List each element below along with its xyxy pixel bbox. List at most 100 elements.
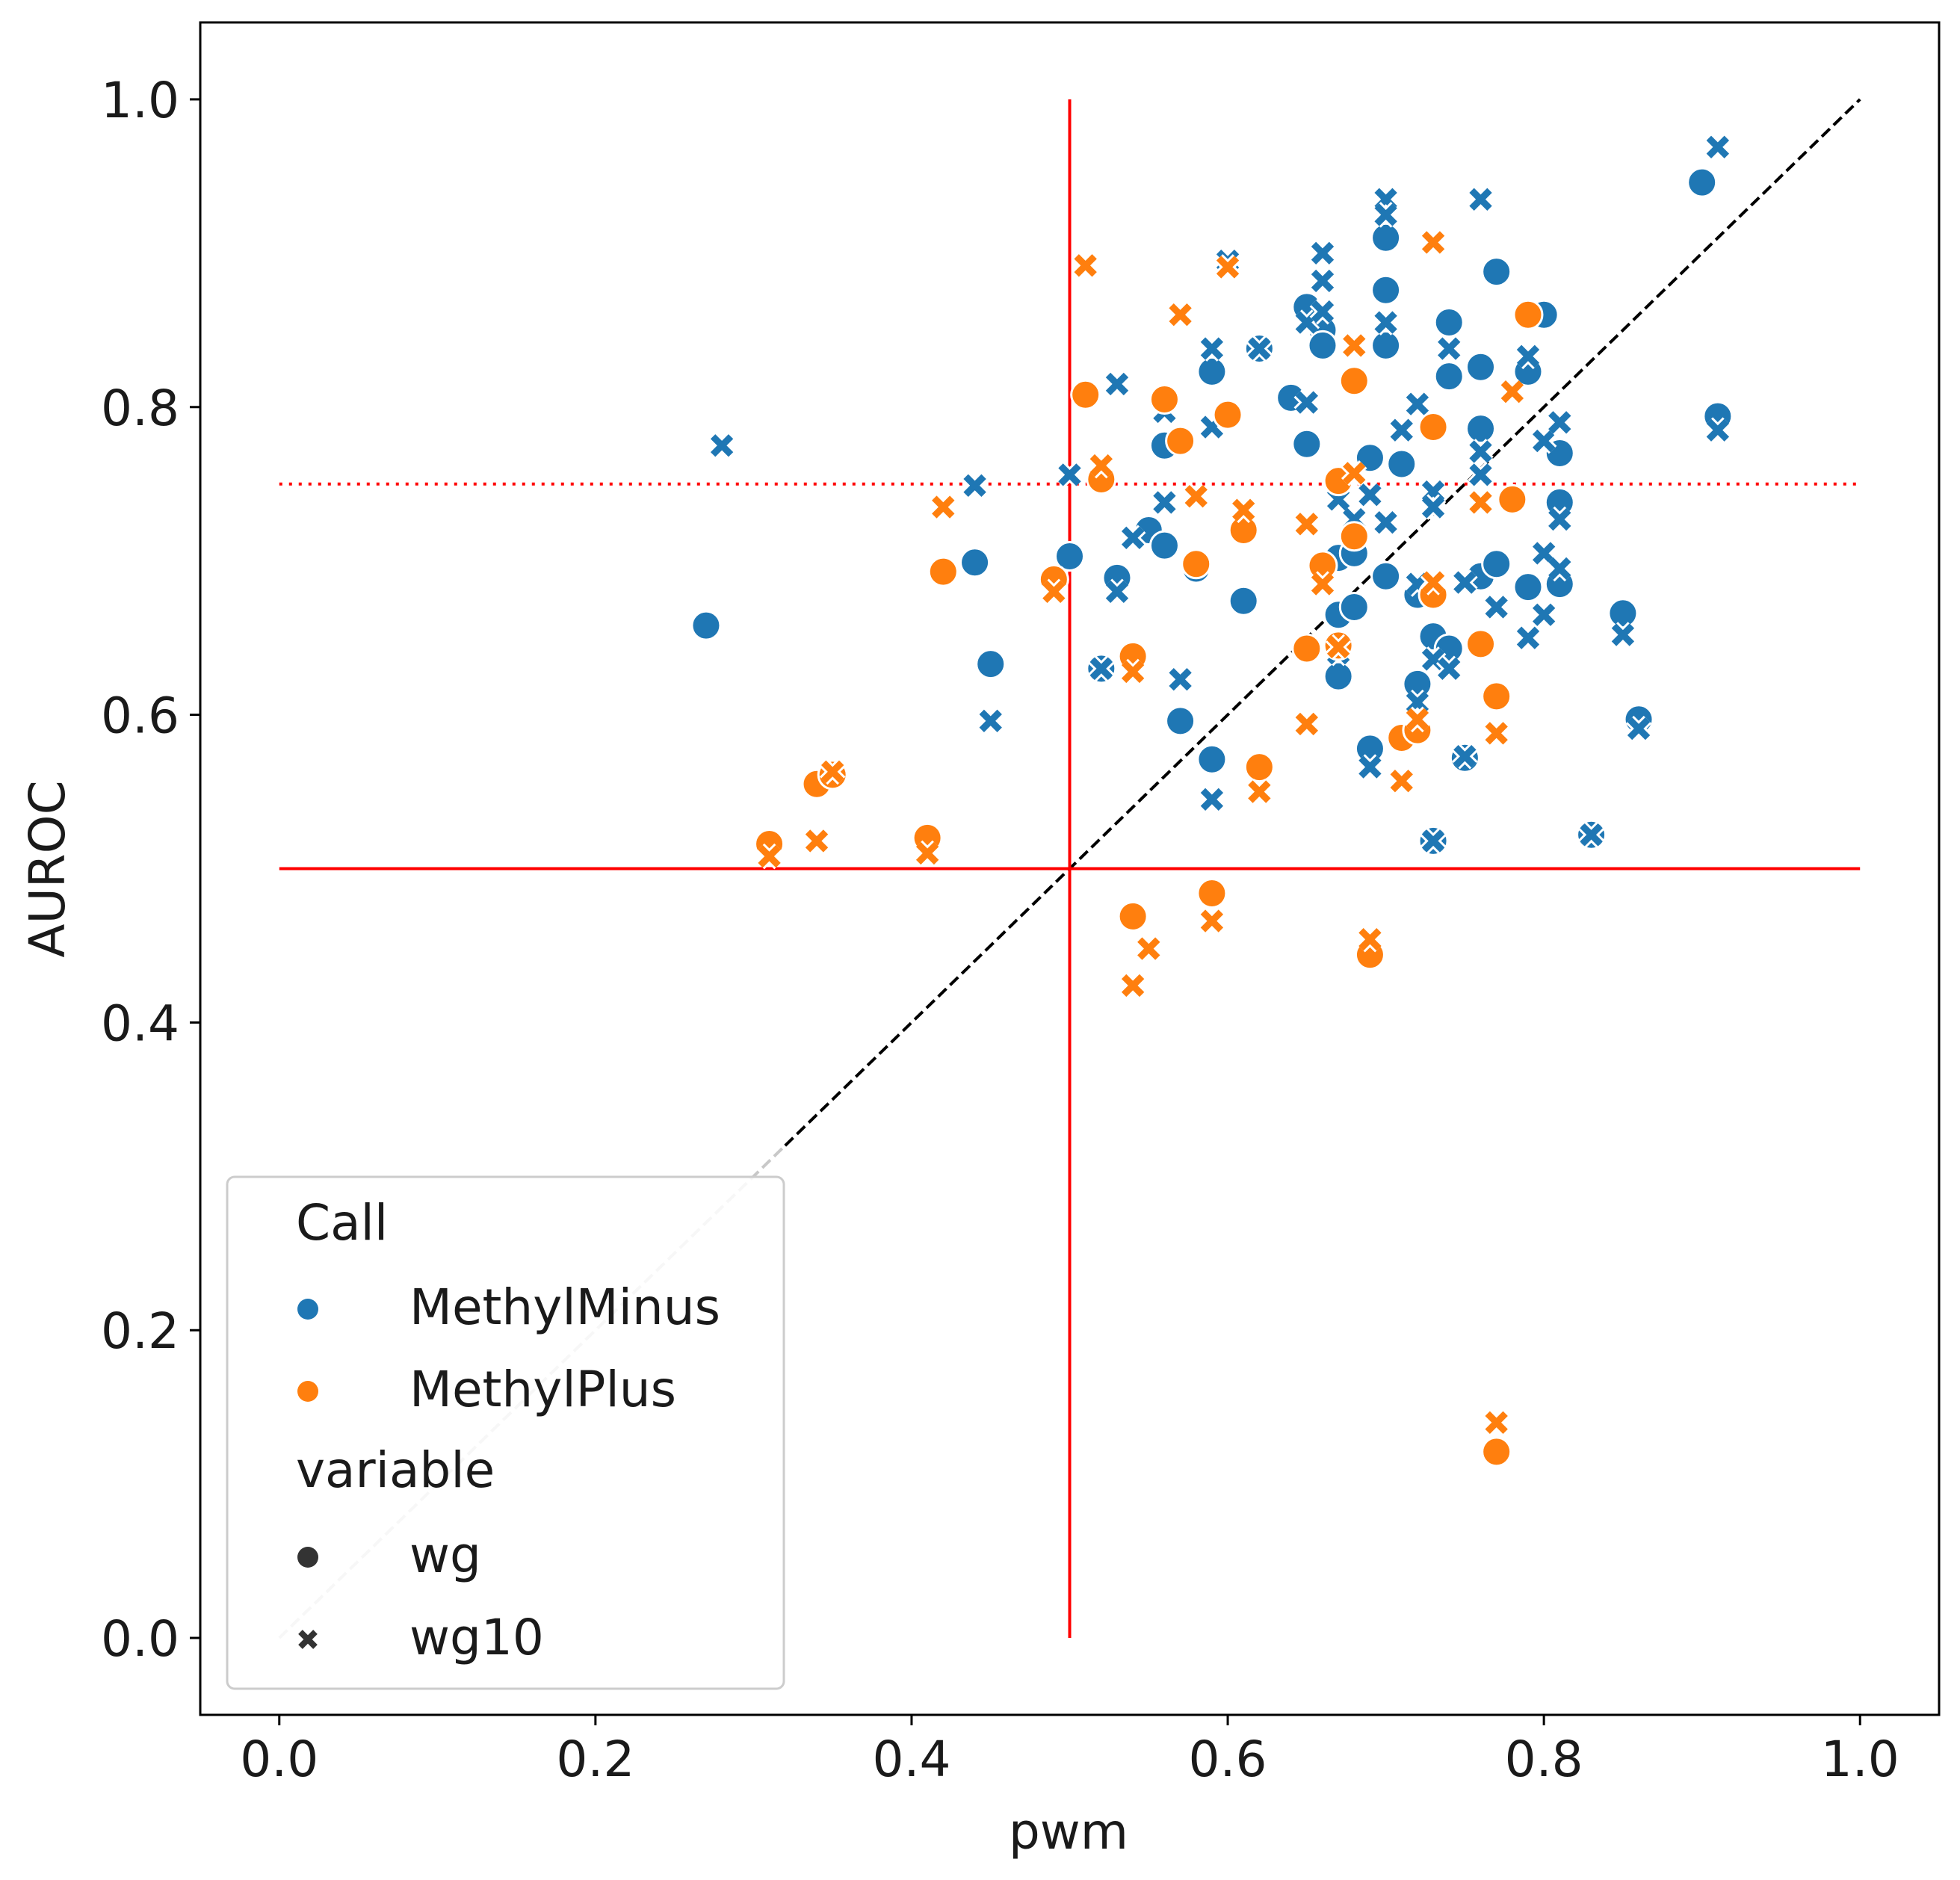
point-methylminus-wg10 — [1404, 391, 1431, 417]
point-methylminus-wg10 — [962, 472, 988, 499]
point-methylminus-wg10 — [1373, 309, 1399, 336]
point-methylplus-wg10 — [1420, 569, 1447, 596]
legend-label-wg10: wg10 — [409, 1609, 544, 1666]
y-tick-label: 1.0 — [101, 72, 179, 129]
point-methylplus-wg10 — [1293, 711, 1320, 738]
point-methylplus-wg10 — [1167, 301, 1193, 328]
point-methylminus-wg — [1165, 705, 1196, 737]
point-methylminus-wg — [1465, 413, 1497, 445]
point-methylminus-wg10 — [1515, 625, 1542, 651]
point-methylminus-wg10 — [1293, 389, 1320, 415]
point-methylminus-wg — [1402, 668, 1433, 699]
point-methylplus-wg10 — [1325, 634, 1352, 661]
point-methylminus-wg — [1481, 256, 1512, 288]
point-methylminus-wg — [1307, 330, 1338, 361]
point-methylplus-wg — [1418, 412, 1449, 443]
point-methylminus-wg10 — [1151, 489, 1178, 516]
point-methylminus-wg10 — [1309, 268, 1336, 294]
point-methylminus-wg10 — [1373, 202, 1399, 228]
legend-frame — [226, 1175, 785, 1690]
point-methylminus-wg — [690, 610, 722, 641]
point-methylplus-wg10 — [1246, 779, 1273, 805]
point-methylminus-wg10 — [1435, 336, 1462, 362]
x-tick-label: 1.0 — [1821, 1731, 1899, 1788]
point-methylplus-wg — [1291, 633, 1323, 664]
legend-marker-wg10 — [298, 1630, 318, 1649]
point-methylminus-wg10 — [1357, 754, 1383, 780]
legend-marker-methylminus — [297, 1299, 318, 1320]
x-tick-label: 0.0 — [240, 1731, 318, 1788]
point-methylplus-wg — [1070, 379, 1101, 410]
point-methylminus-wg10 — [1420, 828, 1447, 854]
point-methylplus-wg — [1497, 483, 1528, 515]
point-methylplus-wg — [1465, 628, 1497, 660]
point-methylminus-wg — [1149, 530, 1180, 561]
y-axis-label: AUROC — [19, 780, 76, 957]
point-methylminus-wg — [959, 547, 991, 578]
point-methylplus-wg10 — [1119, 972, 1146, 999]
point-methylplus-wg10 — [1041, 578, 1067, 605]
y-tick-label: 0.6 — [101, 687, 179, 745]
point-methylplus-wg10 — [756, 843, 782, 870]
point-methylplus-wg10 — [1214, 254, 1241, 280]
point-methylminus-wg — [1370, 330, 1402, 361]
data-points — [690, 134, 1734, 1468]
point-methylminus-wg — [1607, 598, 1639, 629]
legend-hue-title: Call — [296, 1194, 388, 1252]
point-methylminus-wg10 — [1530, 540, 1557, 566]
point-methylplus-wg10 — [914, 840, 941, 867]
point-methylplus-wg10 — [803, 828, 830, 854]
point-methylminus-wg — [1354, 733, 1385, 764]
y-tick-label: 0.2 — [101, 1302, 179, 1360]
point-methylminus-wg10 — [1610, 622, 1636, 648]
point-methylplus-wg — [1212, 399, 1243, 430]
point-methylminus-wg — [1323, 661, 1354, 692]
point-methylminus-wg — [1481, 548, 1512, 580]
point-methylplus-wg10 — [1483, 1409, 1509, 1436]
point-methylminus-wg10 — [1483, 594, 1509, 620]
point-methylplus-wg10 — [1420, 229, 1447, 256]
legend-marker-wg — [297, 1547, 318, 1568]
point-methylminus-wg — [1433, 307, 1465, 338]
y-tick-label: 0.4 — [101, 995, 179, 1052]
point-methylminus-wg — [1370, 560, 1402, 592]
point-methylminus-wg10 — [1468, 439, 1494, 465]
point-methylplus-wg10 — [1404, 706, 1431, 733]
point-methylminus-wg10 — [1167, 666, 1193, 693]
point-methylplus-wg10 — [1119, 658, 1146, 685]
point-methylplus-wg — [1181, 548, 1212, 580]
point-methylplus-wg10 — [1388, 767, 1415, 794]
legend-label-methylminus: MethylMinus — [409, 1278, 720, 1336]
legend-marker-methylplus — [297, 1381, 318, 1402]
point-methylplus-wg10 — [819, 758, 846, 785]
point-methylplus-wg — [1228, 515, 1259, 545]
y-tick-label: 0.0 — [101, 1610, 179, 1668]
point-methylminus-wg — [1433, 361, 1465, 392]
legend-label-wg: wg — [409, 1527, 481, 1584]
point-methylminus-wg10 — [1546, 506, 1573, 533]
point-methylminus-wg10 — [1309, 240, 1336, 267]
x-tick-label: 0.6 — [1189, 1731, 1267, 1788]
point-methylplus-wg — [1338, 521, 1370, 552]
point-methylminus-wg10 — [1530, 427, 1557, 454]
point-methylminus-wg10 — [1468, 186, 1494, 213]
point-methylminus-wg10 — [1625, 715, 1652, 742]
legend: Call MethylMinus MethylPlus variable wg … — [226, 1175, 785, 1690]
point-methylminus-wg10 — [708, 432, 735, 459]
y-tick-label: 0.8 — [101, 380, 179, 437]
point-methylminus-wg10 — [1246, 336, 1273, 362]
point-methylplus-wg10 — [930, 494, 956, 520]
point-methylplus-wg — [1149, 383, 1180, 415]
point-methylminus-wg10 — [1515, 343, 1542, 370]
plot-area — [199, 21, 1941, 1716]
point-methylminus-wg — [1196, 743, 1228, 775]
point-methylplus-wg — [1196, 877, 1228, 909]
point-methylplus-wg — [1481, 681, 1512, 712]
point-methylplus-wg10 — [1072, 253, 1098, 279]
point-methylminus-wg — [1465, 351, 1497, 383]
point-methylminus-wg10 — [977, 708, 1004, 735]
point-methylplus-wg — [1117, 900, 1149, 932]
point-methylplus-wg — [1481, 1436, 1512, 1468]
point-methylplus-wg10 — [1357, 926, 1383, 953]
